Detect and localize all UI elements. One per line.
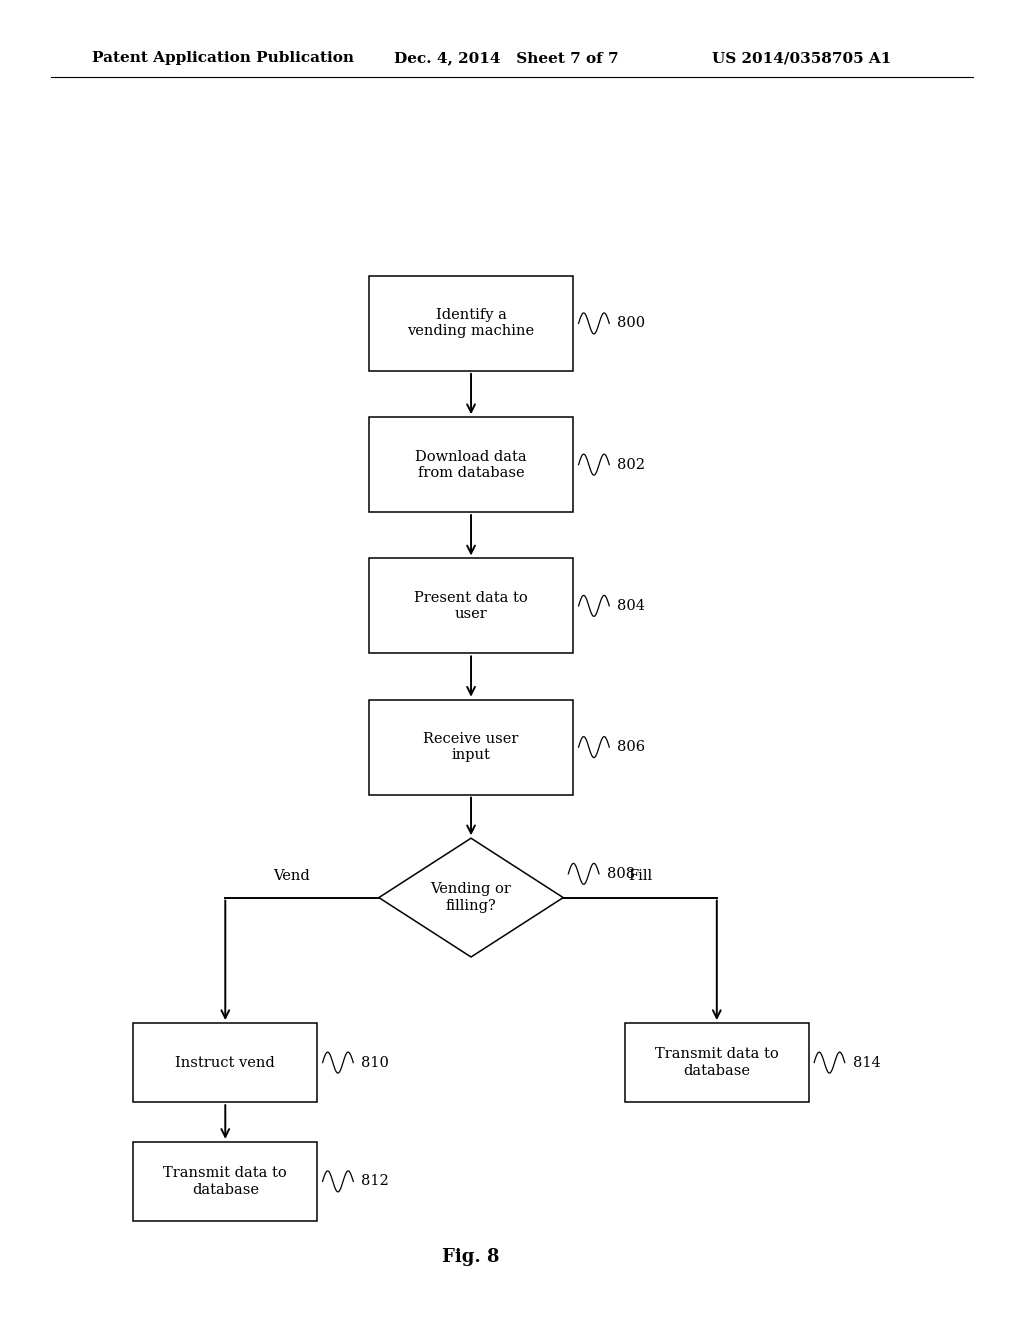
FancyBboxPatch shape <box>369 558 573 653</box>
Text: Identify a
vending machine: Identify a vending machine <box>408 309 535 338</box>
Text: 802: 802 <box>617 458 645 471</box>
FancyBboxPatch shape <box>625 1023 809 1102</box>
FancyBboxPatch shape <box>369 700 573 795</box>
Text: 812: 812 <box>361 1175 389 1188</box>
FancyBboxPatch shape <box>133 1023 317 1102</box>
Text: Download data
from database: Download data from database <box>415 450 527 479</box>
FancyBboxPatch shape <box>369 276 573 371</box>
Text: Dec. 4, 2014   Sheet 7 of 7: Dec. 4, 2014 Sheet 7 of 7 <box>394 51 618 65</box>
Text: 808: 808 <box>607 867 635 880</box>
FancyBboxPatch shape <box>369 417 573 512</box>
Polygon shape <box>379 838 563 957</box>
Text: 810: 810 <box>361 1056 389 1069</box>
Text: 800: 800 <box>617 317 645 330</box>
FancyBboxPatch shape <box>133 1142 317 1221</box>
Text: Vending or
filling?: Vending or filling? <box>431 883 511 912</box>
Text: Patent Application Publication: Patent Application Publication <box>92 51 354 65</box>
Text: 804: 804 <box>617 599 645 612</box>
Text: Instruct vend: Instruct vend <box>175 1056 275 1069</box>
Text: Vend: Vend <box>273 870 310 883</box>
Text: 806: 806 <box>617 741 645 754</box>
Text: Fig. 8: Fig. 8 <box>442 1247 500 1266</box>
Text: Transmit data to
database: Transmit data to database <box>164 1167 287 1196</box>
Text: Transmit data to
database: Transmit data to database <box>655 1048 778 1077</box>
Text: Receive user
input: Receive user input <box>423 733 519 762</box>
Text: US 2014/0358705 A1: US 2014/0358705 A1 <box>712 51 891 65</box>
Text: 814: 814 <box>853 1056 881 1069</box>
Text: Fill: Fill <box>628 870 652 883</box>
Text: Present data to
user: Present data to user <box>414 591 528 620</box>
